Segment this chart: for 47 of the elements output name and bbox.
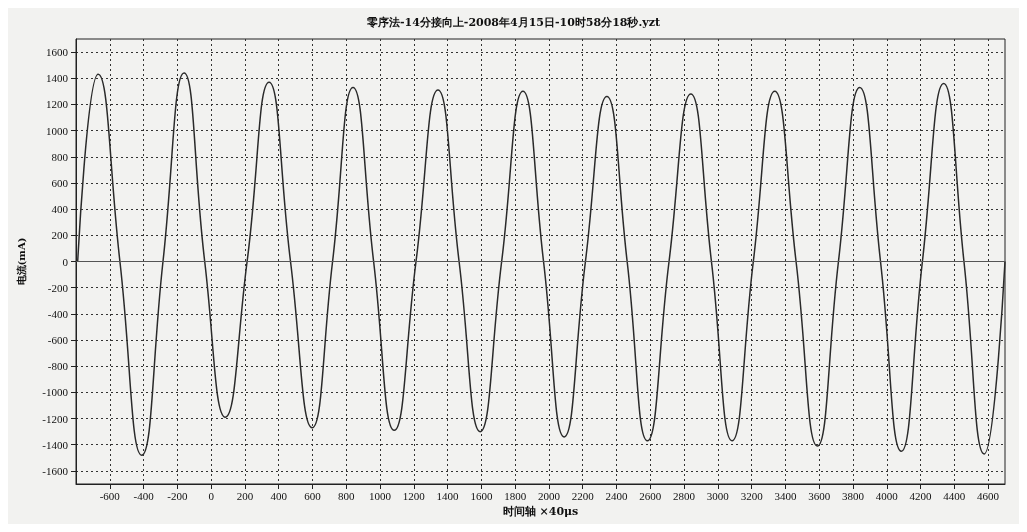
y-tick-label: -800 <box>47 360 69 373</box>
chart-title: 零序法-14分接向上-2008年4月15日-10时58分18秒.yzt <box>365 16 661 29</box>
x-tick-label: 4400 <box>943 489 966 502</box>
x-tick-label: 1400 <box>436 489 460 502</box>
y-tick-label: -1600 <box>42 464 69 477</box>
x-tick-label: 1200 <box>402 489 426 502</box>
y-tick-label: -600 <box>47 334 69 347</box>
x-tick-label: -200 <box>167 489 188 502</box>
x-tick-label: 1800 <box>504 489 527 502</box>
x-tick-label: 4200 <box>909 489 933 502</box>
x-tick-label: 2800 <box>673 489 696 502</box>
x-tick-label: 3400 <box>774 489 797 502</box>
y-axis-title: 电流(mA) <box>15 237 27 286</box>
y-tick-label: -1400 <box>42 438 69 451</box>
x-tick-label: 4600 <box>977 489 1000 502</box>
x-tick-label: 2600 <box>639 489 662 502</box>
x-tick-label: 0 <box>208 489 215 502</box>
y-tick-label: 600 <box>51 176 69 189</box>
y-tick-label: 1600 <box>46 46 69 59</box>
x-axis-title: 时间轴 ×40μs <box>502 505 579 518</box>
y-tick-label: 800 <box>51 150 69 163</box>
x-tick-label: 400 <box>270 489 288 502</box>
y-tick-label: -1000 <box>42 386 69 399</box>
x-tick-label: -600 <box>99 489 121 502</box>
y-tick-label: 400 <box>51 203 69 216</box>
y-tick-label: 1200 <box>46 98 69 111</box>
x-tick-label: 2400 <box>605 489 629 502</box>
y-tick-label: -200 <box>47 281 69 294</box>
x-tick-label: 600 <box>304 489 322 502</box>
x-tick-label: 1000 <box>369 489 392 502</box>
x-tick-label: 3800 <box>841 489 865 502</box>
x-tick-label: 1600 <box>470 489 493 502</box>
x-tick-label: -400 <box>133 489 155 502</box>
y-tick-label: 1000 <box>46 124 69 137</box>
x-tick-label: 3200 <box>740 489 764 502</box>
x-tick-label: 3600 <box>808 489 831 502</box>
y-tick-label: 0 <box>62 255 69 268</box>
x-tick-label: 3000 <box>706 489 730 502</box>
y-tick-label: 1400 <box>46 72 69 85</box>
x-tick-label: 800 <box>338 489 355 502</box>
x-tick-label: 200 <box>236 489 254 502</box>
y-tick-label: -1200 <box>42 412 69 425</box>
x-tick-label: 4000 <box>875 489 899 502</box>
y-tick-label: -400 <box>47 307 69 320</box>
y-tick-label: 200 <box>51 229 69 242</box>
x-tick-label: 2200 <box>571 489 595 502</box>
x-tick-label: 2000 <box>537 489 561 502</box>
